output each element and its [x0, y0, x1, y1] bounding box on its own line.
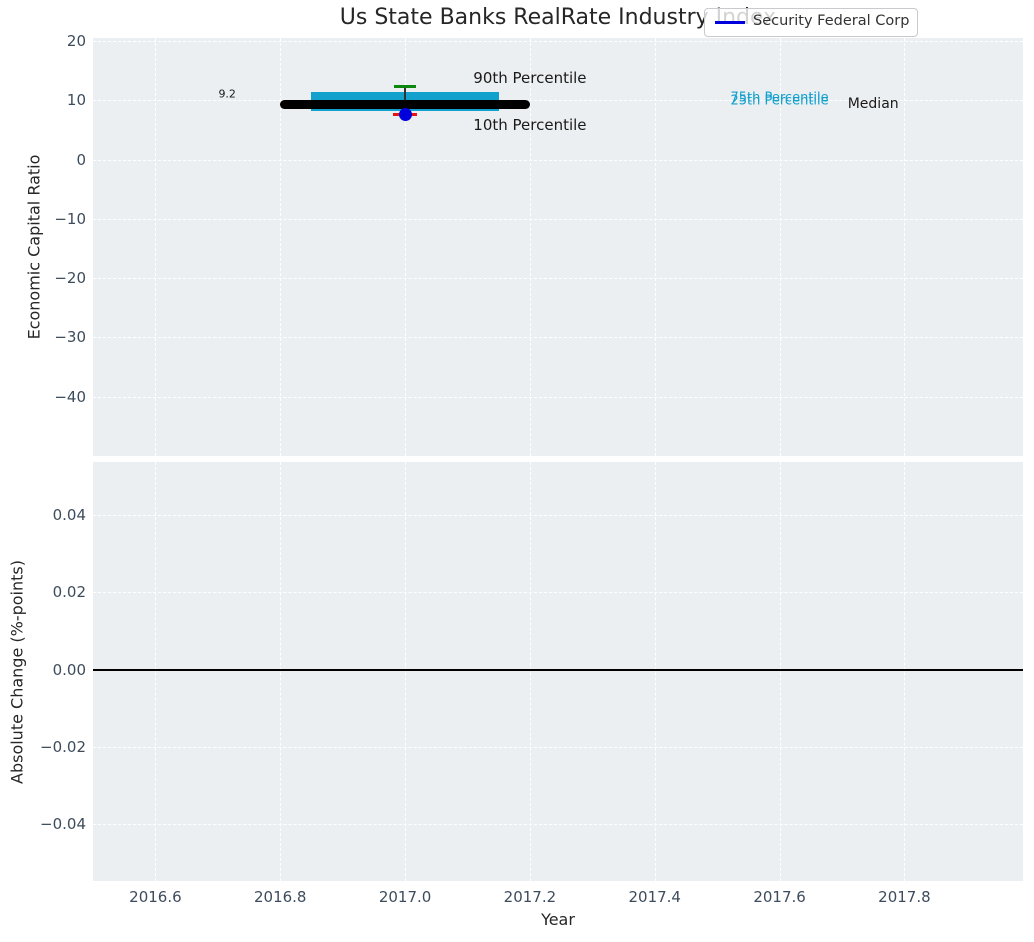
whisker-line — [404, 86, 406, 105]
gridline — [93, 100, 1023, 102]
gridline — [93, 218, 1023, 220]
gridline — [155, 38, 157, 456]
gridline — [529, 38, 531, 456]
ytick-label: 0 — [76, 150, 86, 169]
company-marker-dot — [398, 107, 412, 121]
gridline — [93, 592, 1023, 594]
ytick-label: −10 — [54, 209, 86, 228]
median-line — [280, 100, 530, 110]
ytick-label: 20 — [66, 31, 86, 50]
gridline — [280, 462, 282, 881]
ytick-label: 0.04 — [52, 506, 86, 525]
gridline — [405, 462, 407, 881]
whisker-cap-90th — [394, 85, 416, 89]
x-axis-label: Year — [541, 910, 575, 929]
chart-title: Us State Banks RealRate Industry Index — [339, 5, 777, 30]
ytick-label: −30 — [54, 328, 86, 347]
gridline — [904, 462, 906, 881]
xtick-label: 2017.4 — [628, 888, 681, 906]
xtick-label: 2016.6 — [129, 888, 182, 906]
gridline — [654, 38, 656, 456]
legend-box: Security Federal Corp — [704, 8, 918, 37]
ytick-label: −20 — [54, 269, 86, 288]
legend-line-sample-icon — [715, 21, 745, 24]
zero-line — [93, 668, 1023, 671]
ytick-label: −0.04 — [40, 814, 86, 833]
gridline — [93, 823, 1023, 825]
ytick-label: −40 — [54, 387, 86, 406]
gridline — [93, 337, 1023, 339]
annotation-90th-percentile: 90th Percentile — [473, 68, 587, 87]
gridline — [93, 40, 1023, 42]
gridline — [93, 746, 1023, 748]
bottom-axes-absolute-change — [93, 462, 1023, 881]
annotation-median: Median — [847, 95, 899, 112]
annotation-10th-percentile: 10th Percentile — [473, 116, 587, 135]
ytick-label: 0.00 — [52, 660, 86, 679]
ytick-label: 0.02 — [52, 583, 86, 602]
gridline — [904, 38, 906, 456]
gridline — [654, 462, 656, 881]
gridline — [93, 159, 1023, 161]
ytick-label: −0.02 — [40, 737, 86, 756]
top-y-axis-label: Economic Capital Ratio — [24, 154, 44, 340]
gridline — [405, 38, 407, 456]
xtick-label: 2017.2 — [503, 888, 557, 906]
annotation-25th-percentile: 25th Percentile — [730, 93, 829, 109]
gridline — [93, 278, 1023, 280]
annotation-9-2: 9.2 — [218, 87, 236, 101]
xtick-label: 2017.6 — [753, 888, 806, 906]
xtick-label: 2017.0 — [378, 888, 432, 906]
gridline — [779, 462, 781, 881]
top-axes-economic-capital-ratio: 9.2 90th Percentile 10th Percentile 75th Pe… — [93, 38, 1023, 456]
legend-label: Security Federal Corp — [753, 13, 910, 29]
gridline — [93, 396, 1023, 398]
xtick-label: 2017.8 — [878, 888, 931, 906]
gridline — [779, 38, 781, 456]
ytick-label: 10 — [66, 91, 86, 110]
gridline — [529, 462, 531, 881]
xtick-label: 2016.8 — [253, 888, 307, 906]
gridline — [280, 38, 282, 456]
annotation-75th-percentile: 75th Percentile — [730, 90, 829, 106]
gridline — [93, 515, 1023, 517]
gridline — [155, 462, 157, 881]
